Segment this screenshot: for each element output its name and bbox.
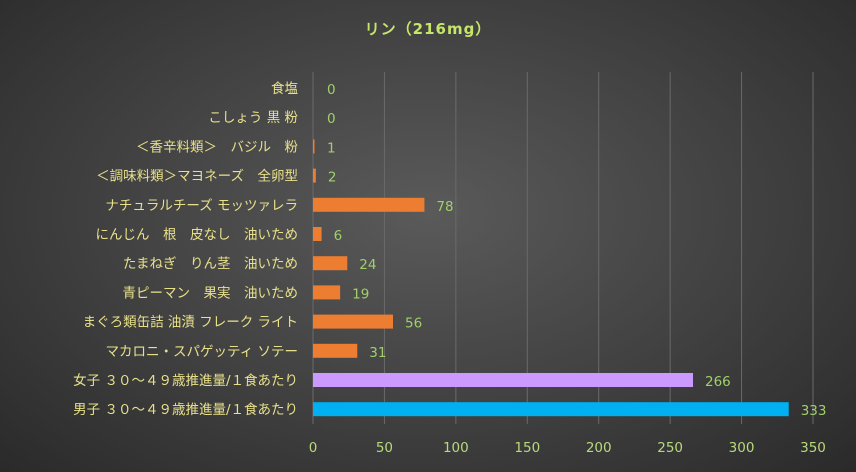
data-label: 1: [327, 140, 336, 156]
bar: [313, 168, 316, 183]
x-tick-label: 150: [514, 440, 540, 456]
category-label: にんじん 根 皮なし 油いため: [96, 227, 299, 243]
category-label: 食塩: [271, 80, 298, 97]
data-label: 0: [327, 82, 336, 98]
data-label: 266: [705, 374, 731, 390]
category-label: こしょう 黒 粉: [208, 110, 298, 126]
data-label: 56: [405, 316, 422, 332]
x-tick-label: 100: [443, 440, 469, 456]
category-label: ＜香辛料類＞ バジル 粉: [136, 139, 298, 155]
x-tick-label: 0: [309, 440, 318, 456]
category-label: 男子 ３０～４９歳推進量/１食あたり: [73, 401, 298, 418]
bar: [313, 285, 341, 300]
chart-title: リン（216mg）: [364, 20, 492, 38]
x-tick-label: 350: [800, 440, 826, 456]
x-tick-label: 250: [657, 440, 683, 456]
category-label: マカロニ・スパゲッティ ソテー: [106, 344, 298, 360]
bar: [313, 314, 393, 329]
data-label: 31: [369, 345, 386, 361]
bar: [313, 402, 789, 417]
category-label: 青ピーマン 果実 油いため: [123, 285, 299, 301]
bar: [313, 197, 425, 212]
x-tick-label: 300: [729, 440, 755, 456]
data-label: 6: [334, 228, 343, 244]
category-label: たまねぎ りん茎 油いため: [123, 256, 298, 272]
x-tick-label: 50: [376, 440, 393, 456]
data-label: 24: [359, 257, 376, 273]
x-tick-label: 200: [586, 440, 612, 456]
data-label: 0: [327, 111, 336, 127]
data-label: 333: [801, 403, 827, 419]
category-label: まぐろ類缶詰 油漬 フレーク ライト: [83, 315, 298, 331]
data-label: 19: [352, 286, 369, 302]
category-label: 女子 ３０～４９歳推進量/１食あたり: [73, 372, 298, 389]
data-label: 2: [328, 170, 337, 186]
bar: [313, 373, 693, 387]
bar: [313, 256, 348, 271]
data-label: 78: [436, 199, 453, 215]
category-label: ナチュラルチーズ モッツァレラ: [105, 198, 298, 214]
bar: [313, 227, 322, 241]
bar: [313, 343, 358, 358]
bar: [313, 139, 315, 154]
category-label: ＜調味料類＞マヨネーズ 全卵型: [96, 168, 298, 185]
